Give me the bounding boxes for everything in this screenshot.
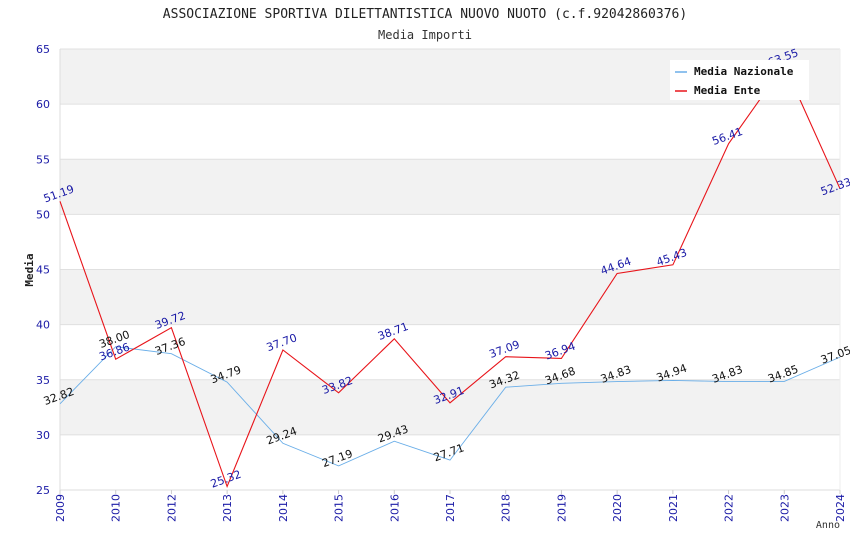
x-tick-label: 2018 [500, 494, 513, 522]
y-tick-label: 60 [36, 98, 50, 111]
x-tick-label: 2023 [778, 494, 791, 522]
x-tick-labels: 2009 2010 2012 2013 2014 2015 2016 2017 2018 2019… [54, 490, 847, 522]
x-tick-label: 2022 [723, 494, 736, 522]
legend-box [670, 60, 809, 100]
y-tick-label: 65 [36, 43, 50, 56]
x-tick-label: 2015 [333, 494, 346, 522]
plot-bands [60, 49, 840, 490]
x-tick-label: 2020 [611, 494, 624, 522]
series-line-nazionale [59, 346, 841, 467]
x-axis-label: Anno [816, 520, 840, 531]
y-tick-label: 35 [36, 374, 50, 387]
legend-label-nazionale: Media Nazionale [694, 65, 794, 78]
legend-label-ente: Media Ente [694, 84, 761, 97]
plot-band [60, 214, 840, 270]
y-tick-label: 50 [36, 208, 50, 221]
plot-band [60, 159, 840, 215]
y-tick-label: 25 [36, 484, 50, 497]
x-tick-label: 2017 [444, 494, 457, 522]
y-tick-label: 45 [36, 264, 50, 277]
legend: Media Nazionale Media Ente [670, 60, 809, 100]
x-tick-label: 2021 [667, 494, 680, 522]
x-tick-label: 2019 [555, 494, 568, 522]
x-tick-label: 2013 [221, 494, 234, 522]
y-tick-label: 30 [36, 429, 50, 442]
y-tick-label: 40 [36, 319, 50, 332]
plot-band [60, 379, 840, 435]
y-tick-labels: 25 30 35 40 45 50 55 60 65 [36, 43, 50, 497]
plot-band [60, 269, 840, 325]
chart-subtitle: Media Importi [378, 28, 472, 42]
x-tick-label: 2010 [110, 494, 123, 522]
plot-band [60, 324, 840, 380]
x-tick-label: 2014 [277, 494, 290, 522]
series-line-ente [59, 63, 841, 489]
y-axis-label: Media [23, 253, 36, 286]
plot-band [60, 434, 840, 490]
x-tick-label: 2012 [165, 494, 178, 522]
x-tick-label: 2016 [388, 494, 401, 522]
x-tick-label: 2009 [54, 494, 67, 522]
y-tick-label: 55 [36, 153, 50, 166]
x-tick-label: 2024 [834, 494, 847, 522]
plot-band [60, 104, 840, 160]
chart-title: ASSOCIAZIONE SPORTIVA DILETTANTISTICA NU… [163, 7, 687, 22]
series-lines [59, 63, 841, 489]
